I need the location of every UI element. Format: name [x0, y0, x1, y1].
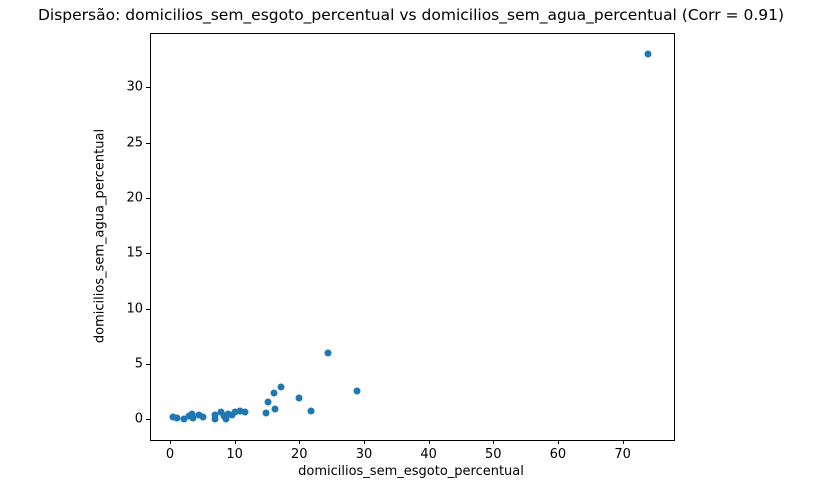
y-tick-label: 30 — [126, 79, 143, 95]
x-tick-label: 50 — [485, 447, 502, 462]
x-tick-mark — [170, 440, 171, 444]
scatter-point — [211, 415, 219, 422]
y-tick-mark — [146, 308, 150, 310]
x-tick-label: 60 — [549, 447, 567, 462]
chart-title: Dispersão: domicilios_sem_esgoto_percent… — [37, 6, 785, 24]
scatter-point — [353, 387, 361, 395]
y-tick-mark — [146, 142, 150, 144]
x-tick-label: 40 — [420, 447, 437, 462]
scatter-point — [236, 407, 244, 415]
y-tick-mark — [146, 363, 150, 365]
scatter-point — [195, 411, 203, 419]
scatter-point — [264, 398, 272, 406]
scatter-point — [231, 408, 239, 416]
x-tick-mark — [557, 440, 559, 444]
scatter-point — [307, 407, 315, 415]
x-tick-label: 30 — [355, 447, 373, 462]
y-tick-mark — [146, 197, 150, 199]
scatter-point — [173, 414, 181, 422]
x-tick-label: 20 — [291, 447, 308, 462]
scatter-point — [188, 410, 196, 418]
x-tick-mark — [234, 440, 236, 444]
x-axis-label: domicilios_sem_esgoto_percentual — [298, 464, 524, 479]
y-tick-label: 25 — [126, 135, 143, 150]
x-tick-mark — [428, 440, 430, 444]
y-tick-label: 5 — [134, 356, 143, 372]
scatter-point — [199, 413, 207, 421]
x-tick-label: 70 — [614, 447, 631, 462]
x-tick-label: 10 — [226, 447, 243, 462]
x-tick-mark — [364, 440, 365, 444]
scatter-point — [169, 413, 177, 421]
scatter-point — [324, 349, 332, 357]
scatter-point — [271, 405, 279, 413]
scatter-point — [241, 408, 249, 416]
x-tick-label: 0 — [165, 447, 175, 462]
y-tick-mark — [146, 419, 150, 421]
scatter-point — [180, 415, 188, 422]
scatter-point — [189, 414, 197, 422]
x-tick-mark — [622, 440, 624, 444]
scatter-point — [222, 415, 230, 422]
scatter-point — [295, 394, 303, 401]
y-axis-label: domicilios_sem_agua_percentual — [92, 128, 108, 344]
scatter-point — [262, 409, 270, 417]
scatter-point — [228, 411, 235, 419]
plot-area — [150, 33, 675, 441]
x-tick-mark — [299, 440, 301, 444]
scatter-point — [270, 389, 278, 396]
y-tick-label: 0 — [134, 411, 143, 427]
scatter-point — [277, 383, 285, 391]
x-tick-mark — [493, 440, 495, 444]
scatter-point — [644, 50, 652, 58]
y-tick-mark — [146, 87, 150, 89]
y-tick-label: 20 — [126, 190, 143, 206]
y-tick-label: 15 — [126, 245, 143, 261]
y-tick-label: 10 — [126, 301, 143, 316]
y-tick-mark — [146, 253, 150, 255]
